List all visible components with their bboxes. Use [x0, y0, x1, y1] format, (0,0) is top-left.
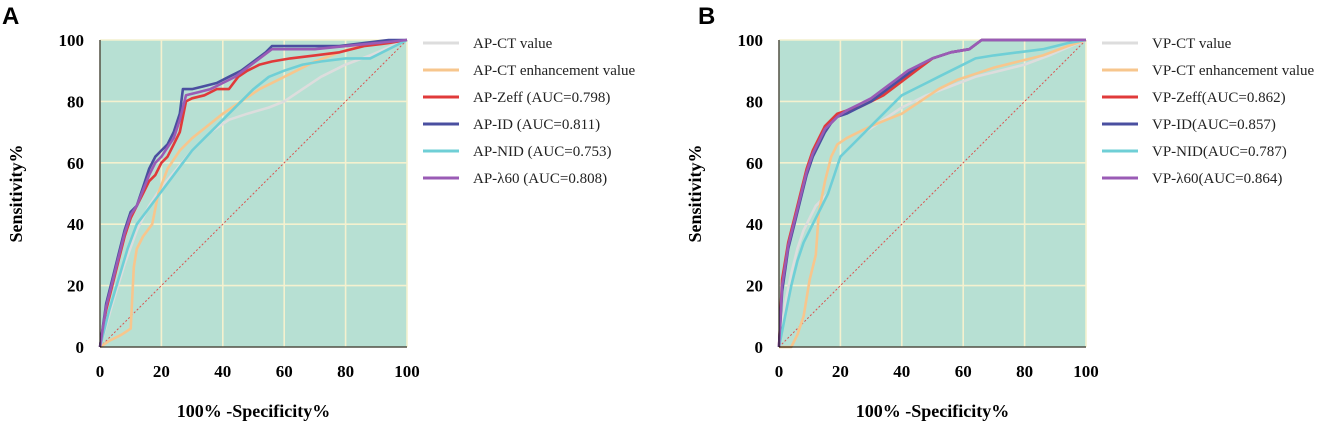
panel-a-y-axis-title: Sensitivity% — [6, 144, 26, 242]
panel-a-legend-label: AP-Zeff (AUC=0.798) — [473, 90, 610, 106]
panel-b-legend-item: VP-CT value — [1102, 36, 1232, 52]
panel-b-x-tick-label: 80 — [1016, 362, 1033, 381]
panel-b-legend-item: VP-CT enhancement value — [1102, 63, 1315, 79]
panel-a: A 0 20 40 60 80 100 0 20 40 60 80 100 100% -Specific… — [2, 3, 636, 421]
panel-b-legend: VP-CT value VP-CT enhancement value VP-Zef… — [1102, 36, 1315, 187]
panel-b-letter: B — [698, 3, 715, 30]
panel-a-y-tick-label: 20 — [67, 277, 84, 296]
panel-a-x-tick-label: 100 — [394, 362, 420, 381]
panel-a-legend-item: AP-NID (AUC=0.753) — [423, 144, 611, 160]
panel-b-legend-label: VP-CT value — [1152, 36, 1232, 52]
panel-a-letter: A — [2, 3, 19, 30]
panel-a-legend-label: AP-CT enhancement value — [473, 63, 636, 79]
panel-a-x-tick-label: 60 — [276, 362, 293, 381]
panel-b-legend-item: VP-NID(AUC=0.787) — [1102, 144, 1287, 160]
panel-b-x-tick-label: 60 — [955, 362, 972, 381]
panel-a-x-tick-label: 0 — [96, 362, 105, 381]
panel-a-legend-item: AP-Zeff (AUC=0.798) — [423, 90, 610, 106]
panel-b-y-tick-label: 100 — [738, 31, 764, 50]
panel-a-x-axis-title: 100% -Specificity% — [177, 401, 330, 421]
panel-b-legend-item: VP-ID(AUC=0.857) — [1102, 117, 1276, 133]
panel-b-y-tick-label: 60 — [746, 154, 763, 173]
panel-a-y-tick-label: 80 — [67, 92, 84, 111]
panel-b-legend-label: VP-Zeff(AUC=0.862) — [1152, 90, 1286, 106]
panel-b-y-tick-label: 0 — [755, 338, 764, 357]
panel-a-x-tick-label: 80 — [337, 362, 354, 381]
panel-b-legend-item: VP-λ60(AUC=0.864) — [1102, 171, 1282, 187]
panel-b-x-axis-title: 100% -Specificity% — [856, 401, 1009, 421]
panel-a-legend-item: AP-λ60 (AUC=0.808) — [423, 171, 607, 187]
panel-a-x-tick-label: 40 — [214, 362, 231, 381]
panel-b-legend-label: VP-ID(AUC=0.857) — [1152, 117, 1276, 133]
panel-b-curve-vp-lambda60-auc-0-864 — [777, 38, 1086, 348]
panel-a-y-tick-label: 0 — [76, 338, 85, 357]
panel-b-x-tick-label: 40 — [893, 362, 910, 381]
panel-a-legend-item: AP-ID (AUC=0.811) — [423, 117, 600, 133]
panel-b-y-tick-label: 40 — [746, 215, 763, 234]
panel-a-reference-line — [99, 39, 408, 348]
panel-a-curve-ap-ct-value — [98, 38, 408, 348]
panel-b-y-tick-label: 80 — [746, 92, 763, 111]
panel-a-y-tick-label: 40 — [67, 215, 84, 234]
panel-a-legend-label: AP-NID (AUC=0.753) — [473, 144, 611, 160]
panel-a-curve-ap-nid-auc-0-753 — [98, 38, 408, 348]
panel-b-x-tick-label: 20 — [832, 362, 849, 381]
panel-a-legend-item: AP-CT value — [423, 36, 553, 52]
panel-b-legend-label: VP-λ60(AUC=0.864) — [1152, 171, 1282, 187]
panel-a-plot: 0 20 40 60 80 100 0 20 40 60 80 100 100% -Specificit… — [6, 31, 420, 421]
panel-b-legend-item: VP-Zeff(AUC=0.862) — [1102, 90, 1286, 106]
panel-a-legend-label: AP-ID (AUC=0.811) — [473, 117, 600, 133]
panel-a-curve-ap-ct-enhancement-value — [99, 38, 408, 349]
panel-b-curve-vp-ct-enhancement-value — [779, 38, 1087, 349]
panel-a-legend-label: AP-CT value — [473, 36, 553, 52]
panel-a-legend: AP-CT value AP-CT enhancement value AP-Zef… — [423, 36, 636, 187]
panel-b-x-tick-label: 100 — [1073, 362, 1099, 381]
panel-b-x-tick-label: 0 — [775, 362, 784, 381]
panel-b-legend-label: VP-CT enhancement value — [1152, 63, 1315, 79]
panel-b-y-axis-title: Sensitivity% — [685, 144, 705, 242]
panel-b: B 0 20 40 60 80 100 0 20 40 60 80 100 100% -Specific… — [685, 3, 1315, 421]
panel-b-y-tick-label: 20 — [746, 277, 763, 296]
panel-a-curve-ap-lambda60-auc-0-808 — [98, 38, 408, 348]
panel-a-legend-label: AP-λ60 (AUC=0.808) — [473, 171, 607, 187]
panel-b-legend-label: VP-NID(AUC=0.787) — [1152, 144, 1287, 160]
panel-b-reference-line — [778, 39, 1087, 348]
panel-b-plot: 0 20 40 60 80 100 0 20 40 60 80 100 100% -Specificit… — [685, 31, 1099, 421]
panel-a-legend-item: AP-CT enhancement value — [423, 63, 636, 79]
panel-a-y-tick-label: 60 — [67, 154, 84, 173]
panel-b-curve-vp-nid-auc-0-787 — [777, 38, 1087, 348]
panel-a-x-tick-label: 20 — [153, 362, 170, 381]
panel-a-y-tick-label: 100 — [59, 31, 85, 50]
